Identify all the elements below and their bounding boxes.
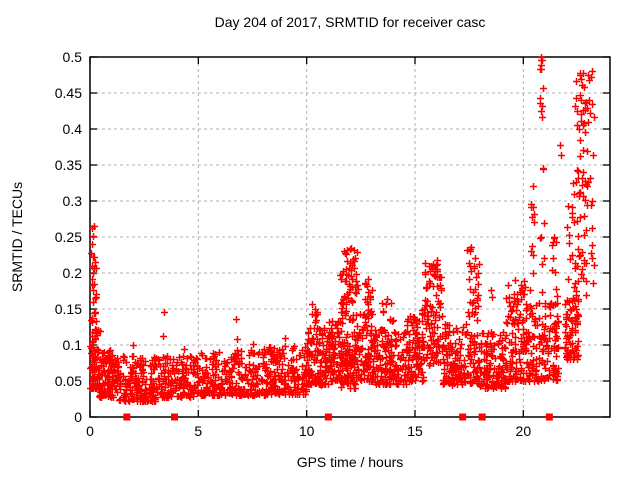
- y-tick-label: 0.3: [63, 193, 83, 209]
- scatter-points: [87, 54, 598, 421]
- axis-square-marker: [545, 413, 553, 421]
- x-tick-label: 15: [407, 423, 423, 439]
- axis-square-marker: [123, 413, 131, 421]
- chart-title: Day 204 of 2017, SRMTID for receiver cas…: [215, 14, 486, 30]
- y-tick-label: 0.25: [55, 229, 82, 245]
- axis-square-marker: [171, 413, 178, 421]
- y-axis-label: SRMTID / TECUs: [9, 182, 25, 292]
- y-tick-label: 0.05: [55, 373, 82, 389]
- x-tick-label: 5: [194, 423, 202, 439]
- y-tick-label: 0.35: [55, 157, 82, 173]
- y-tick-label: 0.15: [55, 301, 82, 317]
- y-tick-label: 0.4: [63, 121, 83, 137]
- y-tick-label: 0: [74, 409, 82, 425]
- axis-square-marker: [324, 413, 332, 421]
- y-tick-label: 0.1: [63, 337, 83, 353]
- y-tick-label: 0.45: [55, 85, 82, 101]
- y-tick-label: 0.5: [63, 49, 83, 65]
- axis-square-marker: [459, 413, 467, 421]
- x-tick-label: 0: [86, 423, 94, 439]
- tick-labels: 0 5 10 15 20 0 0.05 0.1 0.15 0.2 0.25 0.3 0.35 0.4 0.4…: [55, 49, 532, 439]
- x-tick-label: 20: [516, 423, 532, 439]
- x-axis-label: GPS time / hours: [297, 454, 404, 470]
- axis-square-marker: [478, 413, 486, 421]
- x-tick-label: 10: [299, 423, 315, 439]
- series-srmtid: [87, 54, 598, 405]
- y-tick-label: 0.2: [63, 265, 83, 281]
